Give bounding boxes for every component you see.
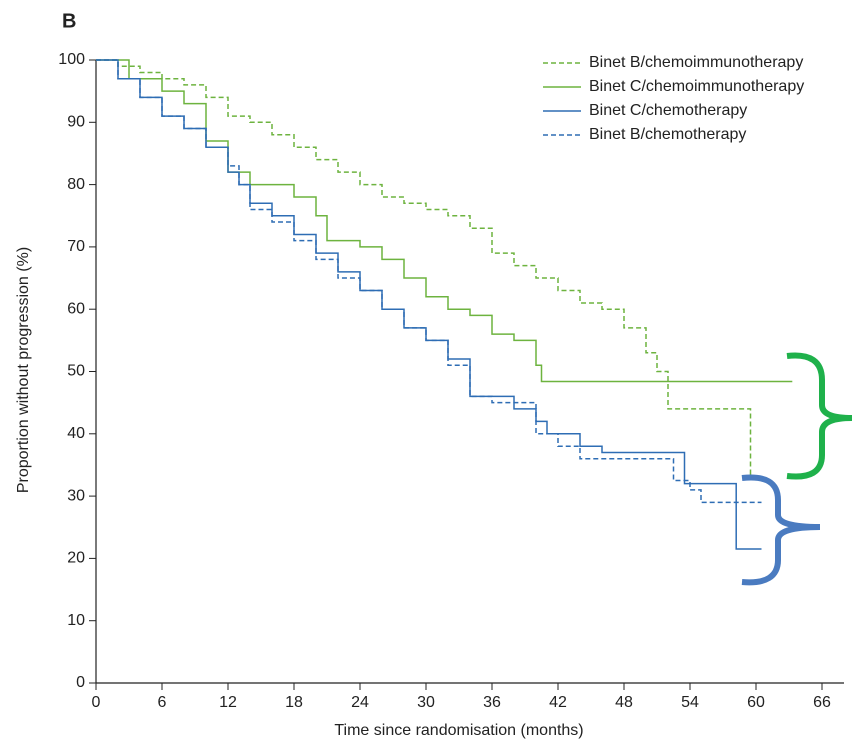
x-tick-label: 6 [158,694,167,711]
y-tick-label: 100 [58,51,85,68]
y-tick-label: 90 [67,114,85,131]
y-tick-label: 40 [67,425,85,442]
y-tick-label: 0 [76,674,85,691]
panel-label: B [62,10,76,32]
y-tick-label: 60 [67,300,85,317]
x-tick-label: 0 [92,694,101,711]
x-tick-label: 60 [747,694,765,711]
x-tick-label: 54 [681,694,699,711]
y-tick-label: 80 [67,176,85,193]
legend-label: Binet C/chemotherapy [589,102,747,119]
x-tick-label: 66 [813,694,831,711]
y-tick-label: 20 [67,550,85,567]
y-tick-label: 10 [67,612,85,629]
x-axis-label: Time since randomisation (months) [334,722,583,739]
legend-label: Binet C/chemoimmunotherapy [589,78,804,95]
x-tick-label: 48 [615,694,633,711]
y-axis-label: Proportion without progression (%) [15,247,32,493]
x-tick-label: 18 [285,694,303,711]
x-tick-label: 30 [417,694,435,711]
y-tick-label: 30 [67,487,85,504]
x-tick-label: 36 [483,694,501,711]
bracket-blue [741,474,821,586]
bracket-green [786,352,853,480]
y-tick-label: 50 [67,363,85,380]
x-tick-label: 24 [351,694,369,711]
km-curve [96,59,793,383]
y-tick-label: 70 [67,238,85,255]
x-tick-label: 42 [549,694,567,711]
legend-label: Binet B/chemotherapy [589,126,746,143]
km-curve [96,59,762,504]
km-curve [96,59,753,476]
x-tick-label: 12 [219,694,237,711]
legend-label: Binet B/chemoimmunotherapy [589,54,803,71]
